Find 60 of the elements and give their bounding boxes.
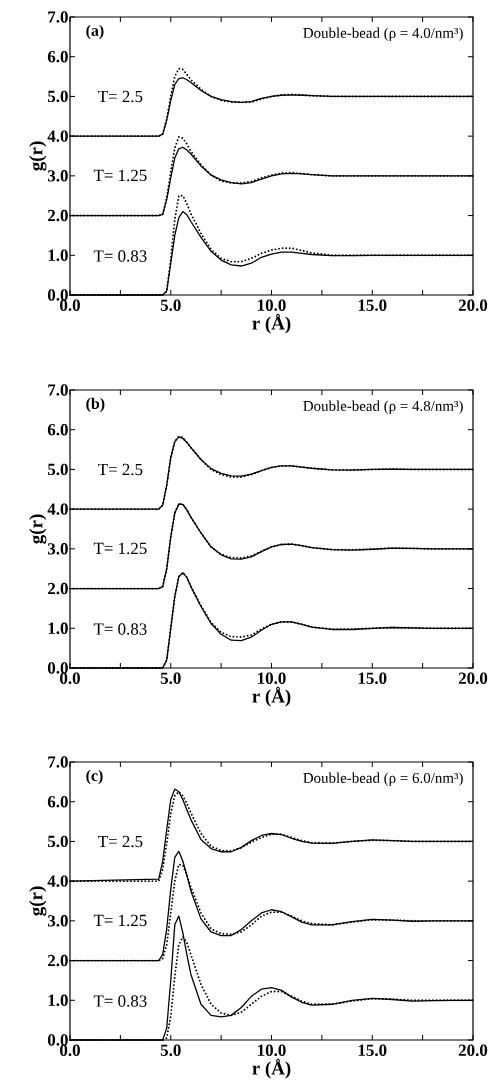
- y-tick-label: 2.0: [48, 582, 68, 595]
- annotation: T= 1.25: [93, 914, 147, 927]
- annotation: Double-bead (ρ = 6.0/nm³): [303, 772, 463, 787]
- annotation: T= 0.83: [93, 623, 147, 635]
- annotation: T= 2.5: [98, 463, 143, 476]
- annotation: T= 1.25: [93, 169, 147, 182]
- y-tick-label: 1.0: [48, 622, 68, 635]
- x-tick-label: 5.0: [160, 299, 181, 312]
- x-tick-label: 20.0: [458, 1044, 488, 1057]
- y-tick-label: 0.0: [47, 1034, 68, 1046]
- x-tick-label: 20.0: [458, 299, 488, 312]
- y-tick-label: 4.0: [47, 130, 68, 142]
- annotation: (a): [86, 24, 104, 40]
- x-tick-label: 10.0: [258, 672, 286, 685]
- x-tick-label: 0.0: [60, 299, 80, 312]
- annotation: T= 0.83: [93, 250, 147, 262]
- y-tick-label: 6.0: [47, 423, 68, 436]
- y-tick-label: 6.0: [47, 795, 68, 808]
- y-tick-label: 5.0: [47, 463, 68, 476]
- annotation: Double-bead (ρ = 4.0/nm³): [303, 27, 463, 42]
- x-tick-label: 5.0: [160, 672, 181, 685]
- y-tick-label: 7.0: [48, 756, 68, 768]
- y-tick-label: 2.0: [48, 954, 68, 967]
- y-tick-label: 1.0: [48, 994, 68, 1007]
- x-tick-label: 15.0: [358, 672, 387, 685]
- x-tick-label: 10.0: [258, 299, 286, 312]
- x-tick-label: 0.0: [60, 1044, 80, 1057]
- annotation: T= 2.5: [98, 90, 143, 103]
- x-tick-label: 15.0: [358, 299, 387, 312]
- annotation: Double-bead (ρ = 4.8/nm³): [303, 400, 463, 415]
- y-tick-label: 3.0: [47, 543, 68, 555]
- y-tick-label: 6.0: [47, 50, 68, 63]
- x-tick-label: 15.0: [358, 1044, 387, 1057]
- y-tick-label: 0.0: [47, 289, 68, 301]
- y-tick-label: 3.0: [47, 915, 68, 927]
- y-tick-label: 1.0: [48, 249, 68, 262]
- y-tick-label: 0.0: [47, 662, 68, 674]
- x-axis-title: r (Å): [252, 1058, 291, 1079]
- x-tick-label: 10.0: [258, 1044, 286, 1057]
- x-axis-title: r (Å): [252, 313, 291, 334]
- annotation: T= 1.25: [93, 542, 147, 555]
- annotation: (c): [86, 769, 103, 785]
- y-tick-label: 7.0: [48, 384, 68, 396]
- y-tick-label: 3.0: [47, 170, 68, 182]
- y-axis-title: g(r): [29, 886, 47, 916]
- y-tick-label: 4.0: [47, 875, 68, 887]
- annotation: T= 0.83: [93, 995, 147, 1007]
- y-tick-label: 5.0: [47, 90, 68, 103]
- x-tick-label: 0.0: [60, 672, 80, 685]
- annotation: (b): [86, 397, 105, 413]
- y-tick-label: 5.0: [47, 835, 68, 848]
- x-axis-title: r (Å): [252, 686, 291, 707]
- y-axis-title: g(r): [29, 141, 47, 171]
- y-tick-label: 4.0: [47, 503, 68, 515]
- annotation: T= 2.5: [98, 835, 143, 848]
- y-tick-label: 7.0: [48, 11, 68, 23]
- x-tick-label: 20.0: [458, 672, 488, 685]
- y-axis-title: g(r): [29, 514, 47, 544]
- y-tick-label: 2.0: [48, 209, 68, 222]
- x-tick-label: 5.0: [160, 1044, 181, 1057]
